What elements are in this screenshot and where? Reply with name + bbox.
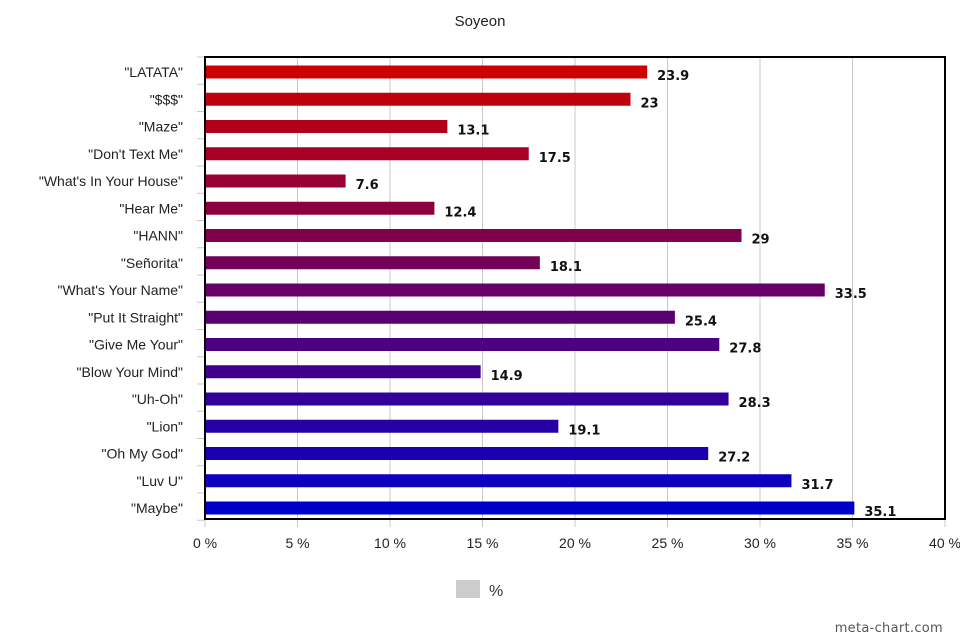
category-label: "What's Your Name" bbox=[58, 282, 183, 298]
data-label: 25.4 bbox=[685, 314, 717, 329]
plot-area-frame bbox=[204, 56, 946, 520]
bar bbox=[205, 419, 559, 433]
bar bbox=[205, 120, 448, 133]
legend-label: % bbox=[489, 583, 503, 600]
data-label: 28.3 bbox=[739, 396, 771, 411]
legend: % bbox=[456, 580, 503, 600]
category-label: "What's In Your House" bbox=[39, 173, 183, 189]
x-tick-labels: 0 % 5 % 10 % 15 % 20 % 25 % 30 % 35 % 40 % bbox=[193, 535, 960, 551]
category-label: "LATATA" bbox=[124, 64, 183, 80]
bar bbox=[205, 338, 720, 351]
bar bbox=[205, 447, 709, 460]
x-tick-label: 35 % bbox=[837, 535, 869, 551]
bar bbox=[205, 147, 529, 161]
data-label: 18.1 bbox=[550, 260, 582, 275]
data-label: 33.5 bbox=[835, 287, 867, 302]
x-tick-label: 0 % bbox=[193, 535, 217, 551]
bar bbox=[205, 174, 346, 188]
x-tick-label: 25 % bbox=[652, 535, 684, 551]
data-label: 23.9 bbox=[657, 69, 689, 84]
data-label: 35.1 bbox=[864, 505, 896, 520]
category-label: "Luv U" bbox=[136, 473, 183, 489]
data-label: 27.2 bbox=[718, 451, 750, 466]
x-tick-label: 30 % bbox=[744, 535, 776, 551]
x-tick-label: 40 % bbox=[929, 535, 960, 551]
x-tick-label: 10 % bbox=[374, 535, 406, 551]
category-label: "Oh My God" bbox=[101, 446, 183, 462]
category-label: "Blow Your Mind" bbox=[77, 364, 183, 380]
category-label: "$$$" bbox=[150, 91, 183, 107]
bar bbox=[205, 229, 742, 242]
credit-text: meta-chart.com bbox=[835, 621, 943, 636]
data-label: 7.6 bbox=[356, 178, 379, 193]
x-tick-label: 15 % bbox=[467, 535, 499, 551]
bar bbox=[205, 201, 435, 215]
bar bbox=[205, 392, 729, 406]
category-label: "Maybe" bbox=[131, 500, 183, 516]
bar bbox=[205, 283, 825, 297]
category-label: "Lion" bbox=[147, 418, 183, 434]
data-label: 19.1 bbox=[568, 423, 600, 438]
category-labels: "LATATA" "$$$" "Maze" "Don't Text Me" "What'… bbox=[39, 64, 183, 516]
category-label: "Put It Straight" bbox=[88, 309, 183, 325]
bar bbox=[205, 474, 792, 488]
bar bbox=[205, 65, 648, 79]
bar bbox=[205, 365, 481, 379]
category-label: "Señorita" bbox=[121, 255, 183, 271]
x-tick-label: 20 % bbox=[559, 535, 591, 551]
category-label: "Hear Me" bbox=[119, 200, 183, 216]
data-label: 31.7 bbox=[801, 478, 833, 493]
bar bbox=[205, 92, 631, 106]
category-label: "HANN" bbox=[133, 228, 183, 244]
category-label: "Uh-Oh" bbox=[132, 391, 183, 407]
data-label: 12.4 bbox=[444, 205, 476, 220]
bar bbox=[205, 501, 855, 515]
data-label: 29 bbox=[752, 233, 770, 248]
bar bbox=[205, 256, 540, 270]
category-label: "Maze" bbox=[139, 119, 183, 135]
x-tick-label: 5 % bbox=[285, 535, 309, 551]
data-labels: 23.9 23 13.1 17.5 7.6 12.4 29 18.1 33.5 25.4 27.8 1… bbox=[356, 69, 897, 520]
category-label: "Give Me Your" bbox=[89, 337, 183, 353]
bar bbox=[205, 310, 675, 324]
legend-swatch bbox=[456, 580, 480, 598]
data-label: 23 bbox=[641, 96, 659, 111]
category-label: "Don't Text Me" bbox=[88, 146, 183, 162]
bars bbox=[205, 65, 855, 515]
data-label: 14.9 bbox=[491, 369, 523, 384]
chart-title: Soyeon bbox=[455, 13, 506, 30]
data-label: 17.5 bbox=[539, 151, 571, 166]
data-label: 13.1 bbox=[457, 124, 489, 139]
data-label: 27.8 bbox=[729, 342, 761, 357]
